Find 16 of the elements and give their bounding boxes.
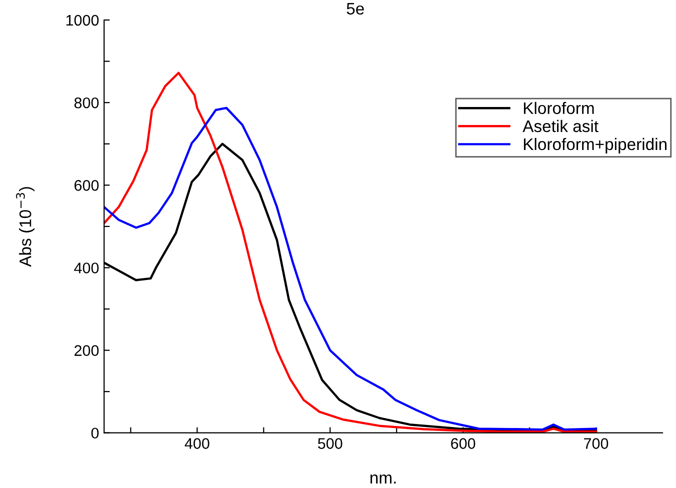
y-tick-label: 400 bbox=[74, 262, 99, 274]
y-tick-label: 1000 bbox=[66, 14, 99, 26]
legend-label: Kloroform+piperidin bbox=[524, 138, 666, 154]
y-tick-label: 600 bbox=[74, 180, 99, 191]
x-tick-label: 700 bbox=[584, 438, 608, 449]
legend-label: Asetik asit bbox=[522, 120, 598, 132]
y-tick-label: 800 bbox=[74, 97, 99, 108]
x-axis-title: nm. bbox=[370, 474, 396, 484]
y-axis-title: Abs (10$^{−3}$) bbox=[16, 187, 35, 267]
x-tick-label: 400 bbox=[184, 438, 210, 449]
legend-label: Kloroform bbox=[524, 102, 594, 114]
x-tick-label: 500 bbox=[318, 438, 342, 449]
y-tick-label: 0 bbox=[91, 428, 99, 439]
y-tick-label: 200 bbox=[74, 345, 99, 356]
x-tick-label: 600 bbox=[451, 438, 476, 449]
chart-title: 5e bbox=[346, 2, 364, 15]
